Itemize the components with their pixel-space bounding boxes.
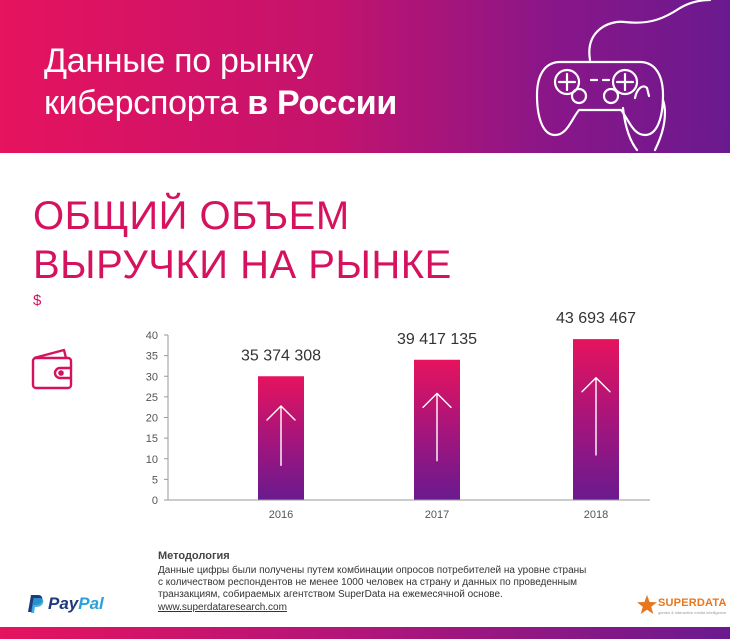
y-axis: 0 5 10 15 20 25 30 35 40 [146,330,169,507]
x-tick-label-2017: 2017 [425,509,449,521]
methodology-line3: транзакциям, собираемых агентством Super… [158,589,503,601]
y-tick-label: 20 [146,413,158,425]
header-title-prefix: киберспорта [44,84,239,122]
paypal-pal: Pal [78,594,104,613]
currency-label: $ [33,292,42,309]
data-label-2017: 39 417 135 [397,331,477,348]
gamepad-icon [535,0,712,152]
chart-title-line1: ОБЩИЙ ОБЪЕМ [33,194,350,238]
star-icon [637,595,657,614]
wallet-icon [31,348,73,390]
header-banner: Данные по рынку киберспорта в России [0,0,730,153]
header-title-bold: в России [247,84,397,122]
header-title: Данные по рынку киберспорта в России [44,40,397,124]
y-tick-label: 40 [146,330,158,342]
header-title-line1: Данные по рынку [44,42,313,80]
x-axis: 2016 2017 2018 [168,499,650,521]
bottom-bar [0,627,730,639]
arrow-up-icon [266,405,296,467]
data-label-2018: 43 693 467 [556,310,636,327]
y-tick-label: 0 [152,495,158,507]
methodology-block: Методология Данные цифры были получены п… [158,550,628,614]
y-tick-label: 10 [146,454,158,466]
y-tick-label: 25 [146,392,158,404]
chart-title: ОБЩИЙ ОБЪЕМ ВЫРУЧКИ НА РЫНКЕ [33,192,452,290]
paypal-wordmark: PayPal [48,594,104,614]
data-label-2016: 35 374 308 [241,347,321,364]
y-tick-label: 30 [146,371,158,383]
arrow-up-icon [422,392,452,462]
x-tick-label-2016: 2016 [269,509,293,521]
methodology-line1: Данные цифры были получены путем комбина… [158,565,587,576]
arrow-up-icon [581,377,611,456]
bar-chart: 0 5 10 15 20 25 30 35 40 35 374 308 39 417 135 43 … [146,310,650,521]
paypal-p-icon [28,595,44,613]
y-tick-label: 35 [146,351,158,363]
methodology-title: Методология [158,550,230,562]
bars-group: 35 374 308 39 417 135 43 693 467 [241,310,636,500]
methodology-line2: с количеством респондентов не менее 1000… [158,577,578,589]
chart-title-line2: ВЫРУЧКИ НА РЫНКЕ [33,243,452,287]
y-tick-label: 5 [152,474,158,486]
paypal-logo: PayPal [28,591,104,617]
methodology-link[interactable]: www.superdataresearch.com [158,601,287,613]
paypal-pay: Pay [48,594,79,613]
header-title-line2: киберспорта в России [44,82,397,124]
superdata-logo: SUPERDATA games & interactive media inte… [636,593,726,619]
superdata-wordmark: SUPERDATA [658,597,727,609]
y-tick-label: 15 [146,433,158,445]
x-tick-label-2018: 2018 [584,509,608,521]
superdata-tagline: games & interactive media intelligence [658,610,727,615]
